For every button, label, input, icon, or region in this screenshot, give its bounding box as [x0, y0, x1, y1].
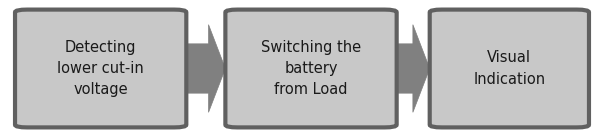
Text: Detecting
lower cut-in
voltage: Detecting lower cut-in voltage	[57, 40, 144, 97]
FancyBboxPatch shape	[15, 10, 186, 127]
Polygon shape	[186, 25, 225, 112]
FancyBboxPatch shape	[225, 10, 397, 127]
Text: Visual
Indication: Visual Indication	[473, 51, 546, 86]
Text: Switching the
battery
from Load: Switching the battery from Load	[261, 40, 361, 97]
Polygon shape	[397, 25, 430, 112]
FancyBboxPatch shape	[430, 10, 589, 127]
